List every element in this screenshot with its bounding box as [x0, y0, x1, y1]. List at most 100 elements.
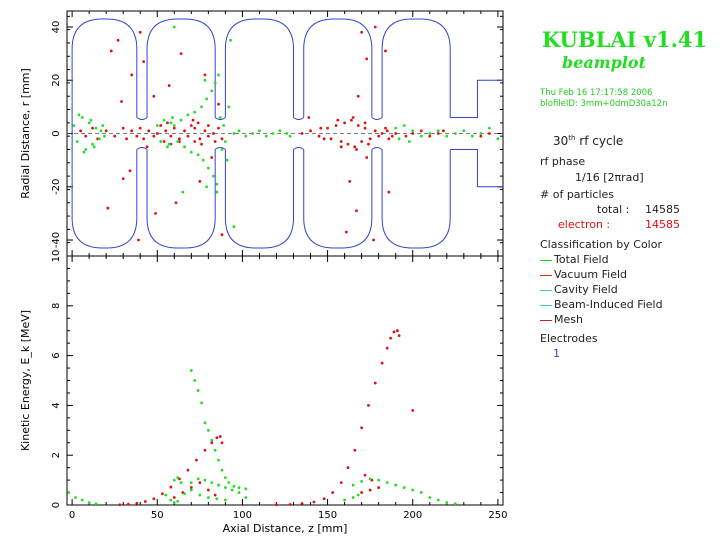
data-point: [355, 209, 358, 213]
y-tick-label: 8: [51, 303, 62, 309]
data-point: [152, 94, 156, 98]
data-point: [206, 124, 210, 127]
data-point: [220, 148, 224, 151]
data-point: [218, 116, 222, 119]
data-point: [436, 498, 440, 502]
data-point: [176, 476, 180, 480]
data-point: [137, 238, 140, 242]
data-point: [206, 166, 210, 170]
data-point: [244, 487, 248, 491]
data-point: [343, 498, 347, 502]
data-point: [411, 132, 415, 135]
data-point: [309, 129, 312, 133]
data-point: [74, 496, 77, 499]
data-point: [205, 97, 209, 101]
y-tick-label: 0: [51, 130, 62, 136]
data-point: [198, 180, 202, 183]
data-point: [84, 134, 88, 138]
x-axis-label: Axial Distance, z [mm]: [223, 522, 348, 535]
data-point: [217, 126, 220, 130]
data-point: [196, 121, 200, 125]
data-point: [363, 126, 367, 130]
y-tick-label: 40: [51, 21, 62, 34]
data-point: [350, 118, 353, 122]
data-point: [223, 498, 227, 502]
cavity-cell-outline: [303, 149, 373, 249]
data-point: [154, 211, 157, 215]
data-point: [348, 180, 352, 183]
data-point: [179, 52, 183, 56]
y-tick-label: 20: [51, 74, 62, 87]
data-point: [373, 381, 377, 385]
data-point: [189, 369, 193, 372]
data-point: [116, 38, 120, 42]
data-point: [368, 488, 372, 492]
data-point: [166, 145, 169, 149]
data-point: [428, 496, 432, 499]
data-point: [402, 124, 406, 127]
data-point: [373, 25, 377, 29]
data-point: [372, 238, 375, 242]
data-point: [75, 140, 79, 143]
data-point: [169, 121, 173, 125]
data-point: [84, 148, 88, 151]
data-point: [387, 137, 391, 141]
data-point: [222, 124, 226, 127]
data-point: [251, 132, 255, 135]
data-point: [118, 503, 122, 507]
data-point: [212, 174, 215, 178]
data-point: [210, 438, 214, 442]
data-point: [135, 501, 139, 505]
y-tick-label: -40: [51, 232, 62, 248]
data-point: [346, 142, 350, 146]
data-point: [377, 478, 381, 482]
data-point: [220, 137, 224, 141]
data-point: [200, 105, 203, 109]
data-point: [200, 142, 203, 146]
data-point: [189, 150, 193, 154]
data-point: [288, 503, 292, 506]
data-point: [82, 150, 86, 154]
data-point: [344, 230, 348, 234]
data-point: [186, 113, 190, 117]
data-point: [453, 132, 457, 135]
data-point: [179, 481, 183, 484]
data-point: [203, 448, 207, 452]
data-point: [217, 458, 220, 462]
data-point: [367, 404, 370, 407]
y-tick-label: 0: [51, 502, 62, 508]
data-point: [210, 441, 214, 445]
data-point: [203, 478, 207, 482]
data-point: [237, 491, 241, 494]
data-point: [470, 134, 474, 138]
data-point: [300, 502, 304, 505]
data-point: [220, 233, 224, 237]
data-point: [227, 481, 231, 484]
data-point: [419, 491, 423, 494]
data-point: [210, 481, 214, 484]
data-point: [196, 389, 200, 392]
data-point: [80, 116, 84, 119]
cavity-cell-outline: [224, 18, 295, 118]
data-point: [201, 158, 205, 162]
data-point: [159, 140, 163, 143]
iris-outline: [371, 146, 383, 150]
data-point: [193, 140, 197, 143]
cavity-cell-outline: [381, 18, 451, 118]
data-point: [402, 486, 406, 489]
data-point: [346, 466, 350, 470]
data-point: [198, 481, 202, 484]
data-point: [155, 124, 159, 127]
data-point: [322, 497, 326, 501]
data-point: [206, 496, 210, 499]
data-point: [317, 134, 321, 138]
cavity-cell-outline: [146, 149, 216, 249]
data-point: [189, 488, 193, 492]
data-point: [411, 129, 415, 133]
data-point: [275, 503, 278, 507]
data-point: [356, 124, 360, 127]
iris-outline: [293, 117, 305, 121]
data-point: [169, 134, 173, 138]
data-point: [143, 500, 147, 503]
data-point: [172, 124, 176, 127]
